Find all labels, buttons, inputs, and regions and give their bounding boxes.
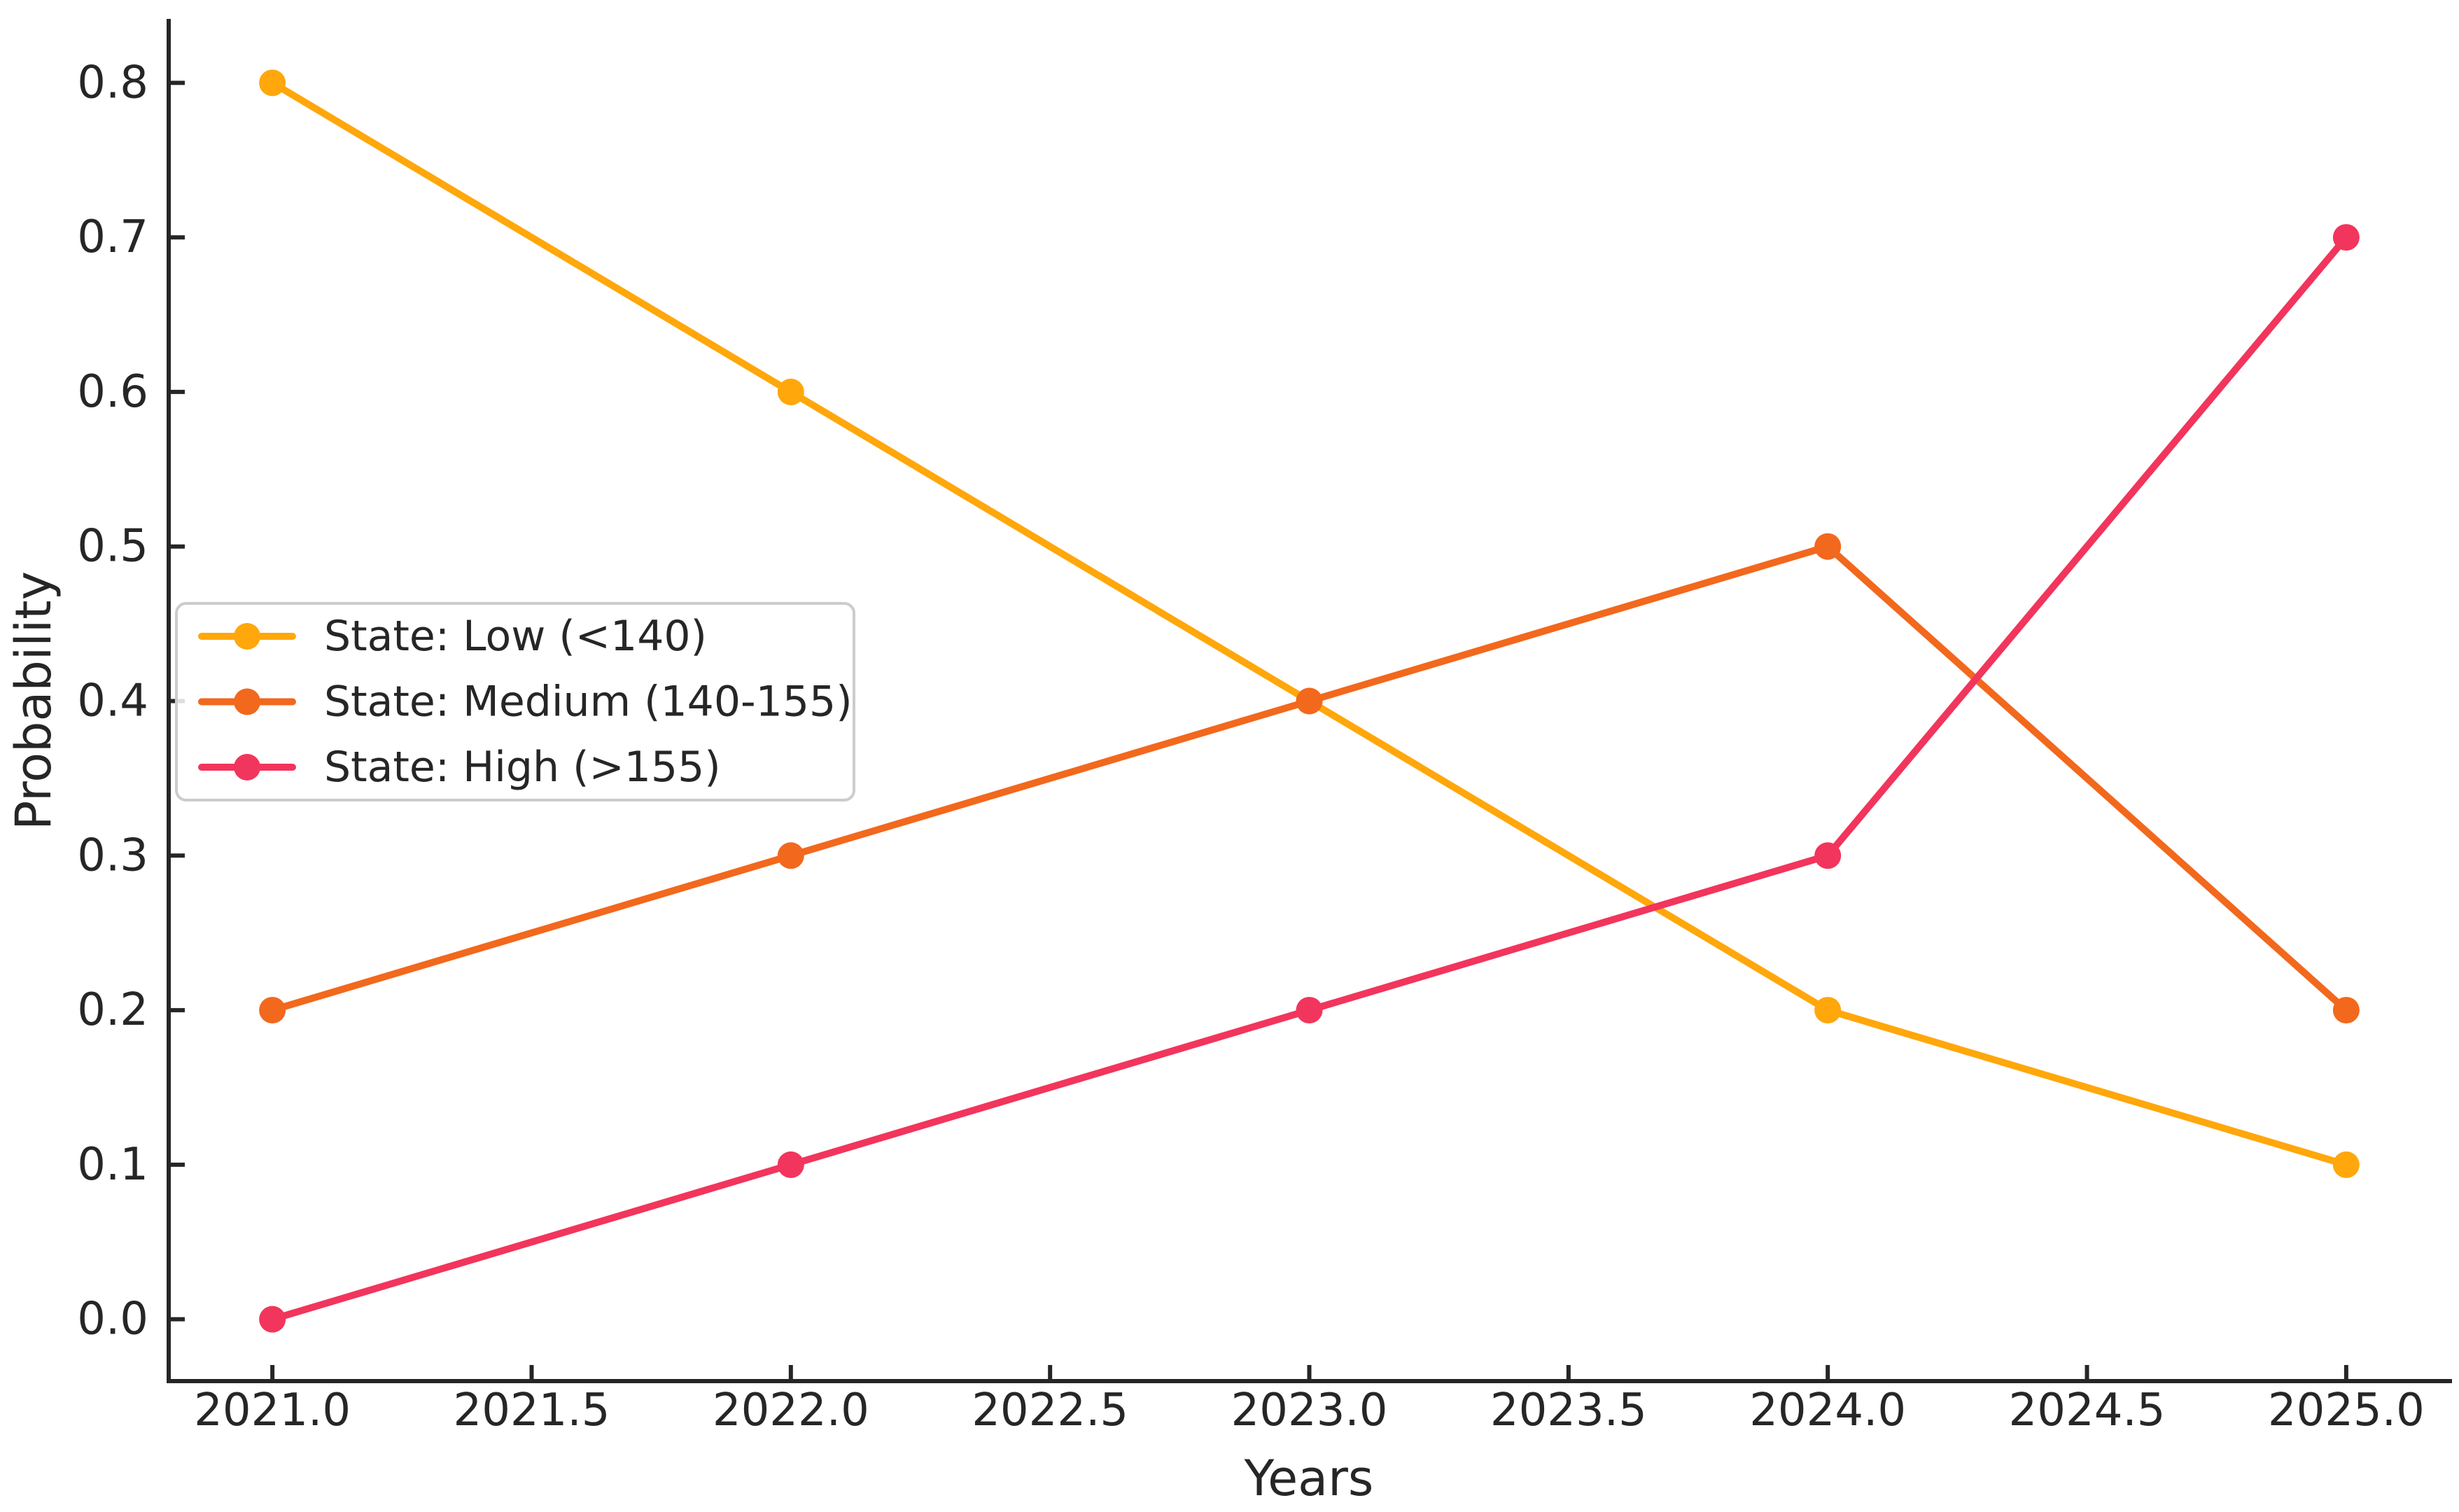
y-tick-label: 0.3 [77, 830, 148, 881]
data-point [1814, 997, 1842, 1024]
y-tick-label: 0.8 [77, 57, 148, 108]
legend-label: State: Low (<140) [324, 612, 707, 661]
data-point [2332, 224, 2360, 251]
legend-marker-dot [234, 754, 260, 780]
x-tick-label: 2023.5 [1490, 1385, 1647, 1436]
data-point [777, 842, 804, 869]
data-point [259, 1306, 286, 1333]
x-axis-label: Years [1244, 1450, 1374, 1507]
y-tick-label: 0.0 [77, 1294, 148, 1345]
legend-box [175, 602, 855, 802]
x-tick-label: 2023.0 [1231, 1385, 1388, 1436]
data-point [2332, 1151, 2360, 1178]
data-point [2332, 997, 2360, 1024]
legend-label: State: High (>155) [324, 743, 721, 792]
x-tick-label: 2024.5 [2009, 1385, 2166, 1436]
data-point [1814, 533, 1842, 560]
data-point [777, 1151, 804, 1178]
data-point [1814, 842, 1842, 869]
axes [167, 19, 2452, 1383]
data-point [259, 997, 286, 1024]
x-tick-label: 2025.0 [2268, 1385, 2425, 1436]
x-tick-label: 2021.0 [194, 1385, 351, 1436]
legend-label: State: Medium (140-155) [324, 678, 853, 727]
data-point [1296, 687, 1323, 715]
y-axis-label: Probability [5, 571, 62, 830]
axis-ticks: 2021.0 2021.5 2022.0 2022.5 2023.0 2023.5 2024… [77, 57, 2425, 1436]
y-tick-label: 0.7 [77, 211, 148, 263]
y-tick-label: 0.2 [77, 984, 148, 1036]
x-tick-label: 2022.5 [972, 1385, 1128, 1436]
series-lines [259, 69, 2360, 1333]
legend-marker-dot [234, 688, 260, 715]
legend-marker-dot [234, 623, 260, 650]
data-point [777, 378, 804, 405]
legend: State: Low (<140) State: Medium (140-155)… [175, 602, 855, 802]
data-point [259, 69, 286, 97]
x-tick-label: 2024.0 [1749, 1385, 1906, 1436]
y-tick-label: 0.5 [77, 521, 148, 573]
x-tick-label: 2022.0 [713, 1385, 869, 1436]
y-tick-label: 0.1 [77, 1139, 148, 1191]
axis-spines [167, 19, 2452, 1383]
x-tick-label: 2021.5 [454, 1385, 610, 1436]
data-point [1296, 997, 1323, 1024]
y-tick-label: 0.4 [77, 676, 148, 727]
y-tick-label: 0.6 [77, 366, 148, 418]
